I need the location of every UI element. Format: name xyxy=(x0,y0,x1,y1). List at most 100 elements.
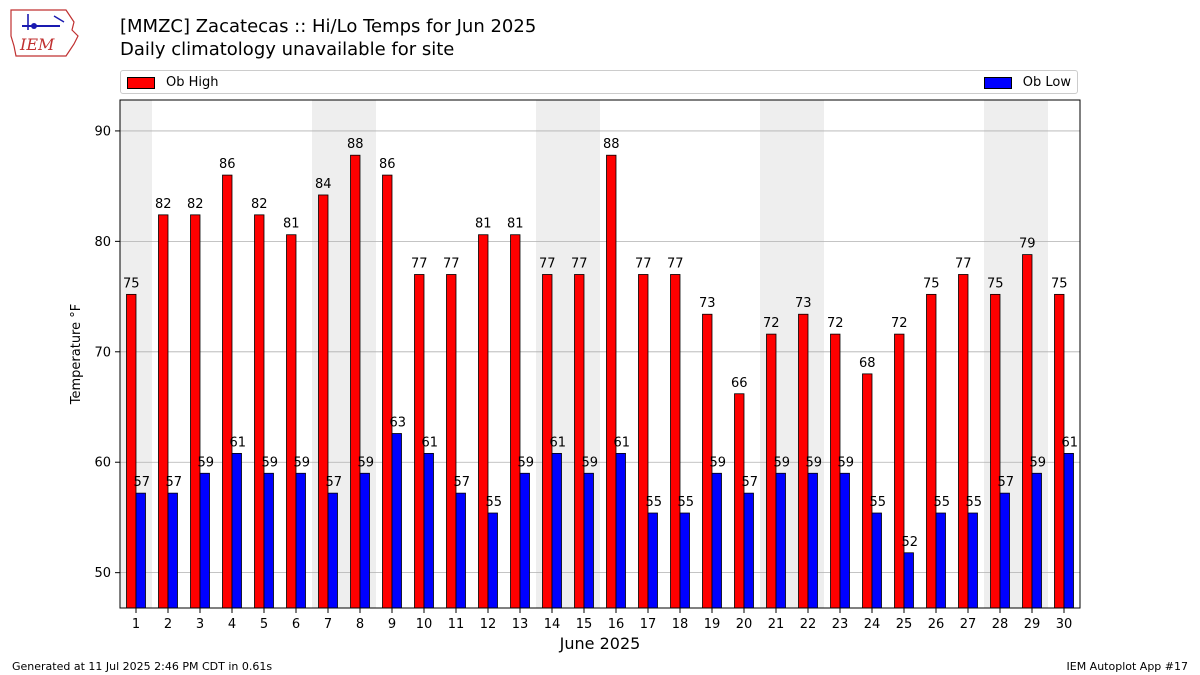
bar-ob-high xyxy=(254,214,265,609)
data-label-high: 81 xyxy=(507,217,524,232)
bar-ob-high xyxy=(1022,254,1033,609)
data-label-low: 59 xyxy=(773,455,790,470)
legend: Ob High Ob Low xyxy=(120,70,1078,94)
data-label-low: 61 xyxy=(549,435,566,450)
bar-ob-high xyxy=(830,333,841,609)
bar-ob-high xyxy=(382,174,393,609)
x-tick-label: 7 xyxy=(324,617,332,632)
data-label-low: 63 xyxy=(389,416,406,431)
data-label-low: 55 xyxy=(645,495,662,510)
y-axis-label: Temperature °F xyxy=(69,304,84,405)
bar-ob-low xyxy=(1031,472,1042,609)
legend-item-low: Ob Low xyxy=(983,75,1071,90)
data-label-low: 55 xyxy=(933,495,950,510)
x-tick-label: 18 xyxy=(672,617,689,632)
bar-ob-high xyxy=(990,293,1001,609)
x-tick-label: 16 xyxy=(608,617,625,632)
x-tick-label: 19 xyxy=(704,617,721,632)
x-tick-label: 17 xyxy=(640,617,657,632)
data-label-low: 57 xyxy=(453,475,470,490)
bar-ob-high xyxy=(286,234,297,609)
bar-ob-low xyxy=(967,512,978,609)
x-tick-label: 24 xyxy=(864,617,881,632)
x-tick-label: 15 xyxy=(576,617,593,632)
x-tick-label: 4 xyxy=(228,617,236,632)
data-label-high: 72 xyxy=(891,316,908,331)
bar-ob-low xyxy=(391,433,402,609)
bar-ob-high xyxy=(926,293,937,609)
data-label-high: 75 xyxy=(987,276,1004,291)
y-tick-label: 90 xyxy=(94,124,111,139)
bar-ob-high xyxy=(638,274,649,609)
x-tick-label: 12 xyxy=(480,617,497,632)
x-tick-label: 6 xyxy=(292,617,300,632)
data-label-low: 57 xyxy=(133,475,150,490)
y-tick-label: 80 xyxy=(94,235,111,250)
data-label-low: 52 xyxy=(901,535,918,550)
data-label-low: 61 xyxy=(1061,435,1078,450)
x-tick-label: 3 xyxy=(196,617,204,632)
data-label-low: 55 xyxy=(965,495,982,510)
bar-ob-low xyxy=(935,512,946,609)
x-tick-label: 13 xyxy=(512,617,529,632)
bar-ob-low xyxy=(167,492,178,609)
logo-text: IEM xyxy=(19,35,55,54)
data-label-high: 81 xyxy=(283,217,300,232)
bar-ob-high xyxy=(446,274,457,609)
data-label-high: 68 xyxy=(859,356,876,371)
legend-swatch-low xyxy=(983,76,1012,89)
data-label-low: 59 xyxy=(261,455,278,470)
data-label-low: 61 xyxy=(421,435,438,450)
bar-ob-low xyxy=(519,472,530,609)
data-label-high: 77 xyxy=(667,256,684,271)
legend-label-high: Ob High xyxy=(166,75,219,90)
data-label-high: 72 xyxy=(763,316,780,331)
x-tick-label: 23 xyxy=(832,617,849,632)
x-tick-label: 14 xyxy=(544,617,561,632)
bar-ob-high xyxy=(1054,293,1065,609)
data-label-high: 77 xyxy=(955,256,972,271)
bar-ob-low xyxy=(263,472,274,609)
data-label-high: 77 xyxy=(571,256,588,271)
data-label-low: 55 xyxy=(869,495,886,510)
data-label-high: 88 xyxy=(347,137,364,152)
bar-ob-high xyxy=(158,214,169,609)
bar-ob-low xyxy=(295,472,306,609)
bar-ob-high xyxy=(318,194,329,609)
bar-ob-high xyxy=(734,393,745,609)
x-tick-label: 9 xyxy=(388,617,396,632)
data-label-high: 82 xyxy=(251,197,268,212)
data-label-low: 57 xyxy=(165,475,182,490)
bar-ob-low xyxy=(231,452,242,609)
bar-ob-high xyxy=(190,214,201,609)
data-label-high: 86 xyxy=(379,157,396,172)
bar-ob-low xyxy=(807,472,818,609)
bar-ob-low xyxy=(999,492,1010,609)
x-tick-label: 25 xyxy=(896,617,913,632)
bar-ob-high xyxy=(574,274,585,609)
data-label-low: 59 xyxy=(357,455,374,470)
data-label-low: 59 xyxy=(197,455,214,470)
data-label-high: 86 xyxy=(219,157,236,172)
data-label-high: 82 xyxy=(155,197,172,212)
data-label-high: 81 xyxy=(475,217,492,232)
data-label-low: 55 xyxy=(485,495,502,510)
x-tick-label: 29 xyxy=(1024,617,1041,632)
data-label-high: 77 xyxy=(539,256,556,271)
data-label-low: 57 xyxy=(741,475,758,490)
chart-subtitle: Daily climatology unavailable for site xyxy=(120,39,455,60)
data-label-low: 59 xyxy=(517,455,534,470)
bar-ob-high xyxy=(670,274,681,609)
x-tick-label: 20 xyxy=(736,617,753,632)
data-label-high: 82 xyxy=(187,197,204,212)
data-label-low: 59 xyxy=(293,455,310,470)
data-label-high: 66 xyxy=(731,376,748,391)
bar-ob-low xyxy=(839,472,850,609)
x-tick-label: 1 xyxy=(132,617,140,632)
bar-ob-low xyxy=(743,492,754,609)
data-label-high: 73 xyxy=(699,296,716,311)
bar-ob-high xyxy=(606,154,617,609)
bar-ob-low xyxy=(359,472,370,609)
data-label-low: 59 xyxy=(1029,455,1046,470)
